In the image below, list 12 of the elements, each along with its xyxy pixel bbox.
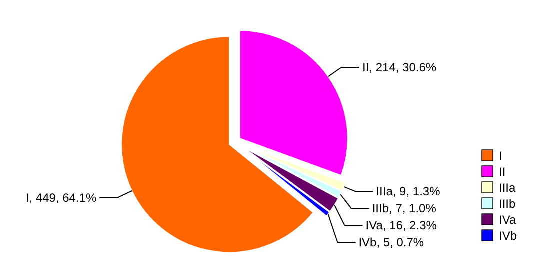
data-label: IIIb, 7, 1.0% [372, 201, 437, 216]
legend-label: IIIb [499, 197, 516, 211]
legend-label: I [499, 149, 502, 163]
data-label: IIIa, 9, 1.3% [376, 184, 441, 198]
data-label: I, 449, 64.1% [26, 190, 97, 205]
data-label: IVa, 16, 2.3% [366, 218, 438, 232]
legend-label: IVa [499, 213, 516, 227]
legend-label: II [499, 165, 506, 179]
data-label: IVb, 5, 0.7% [358, 235, 424, 250]
legend-label: IVb [499, 229, 518, 243]
data-label: II, 214, 30.6% [362, 60, 437, 74]
legend-label: IIIa [499, 181, 516, 195]
